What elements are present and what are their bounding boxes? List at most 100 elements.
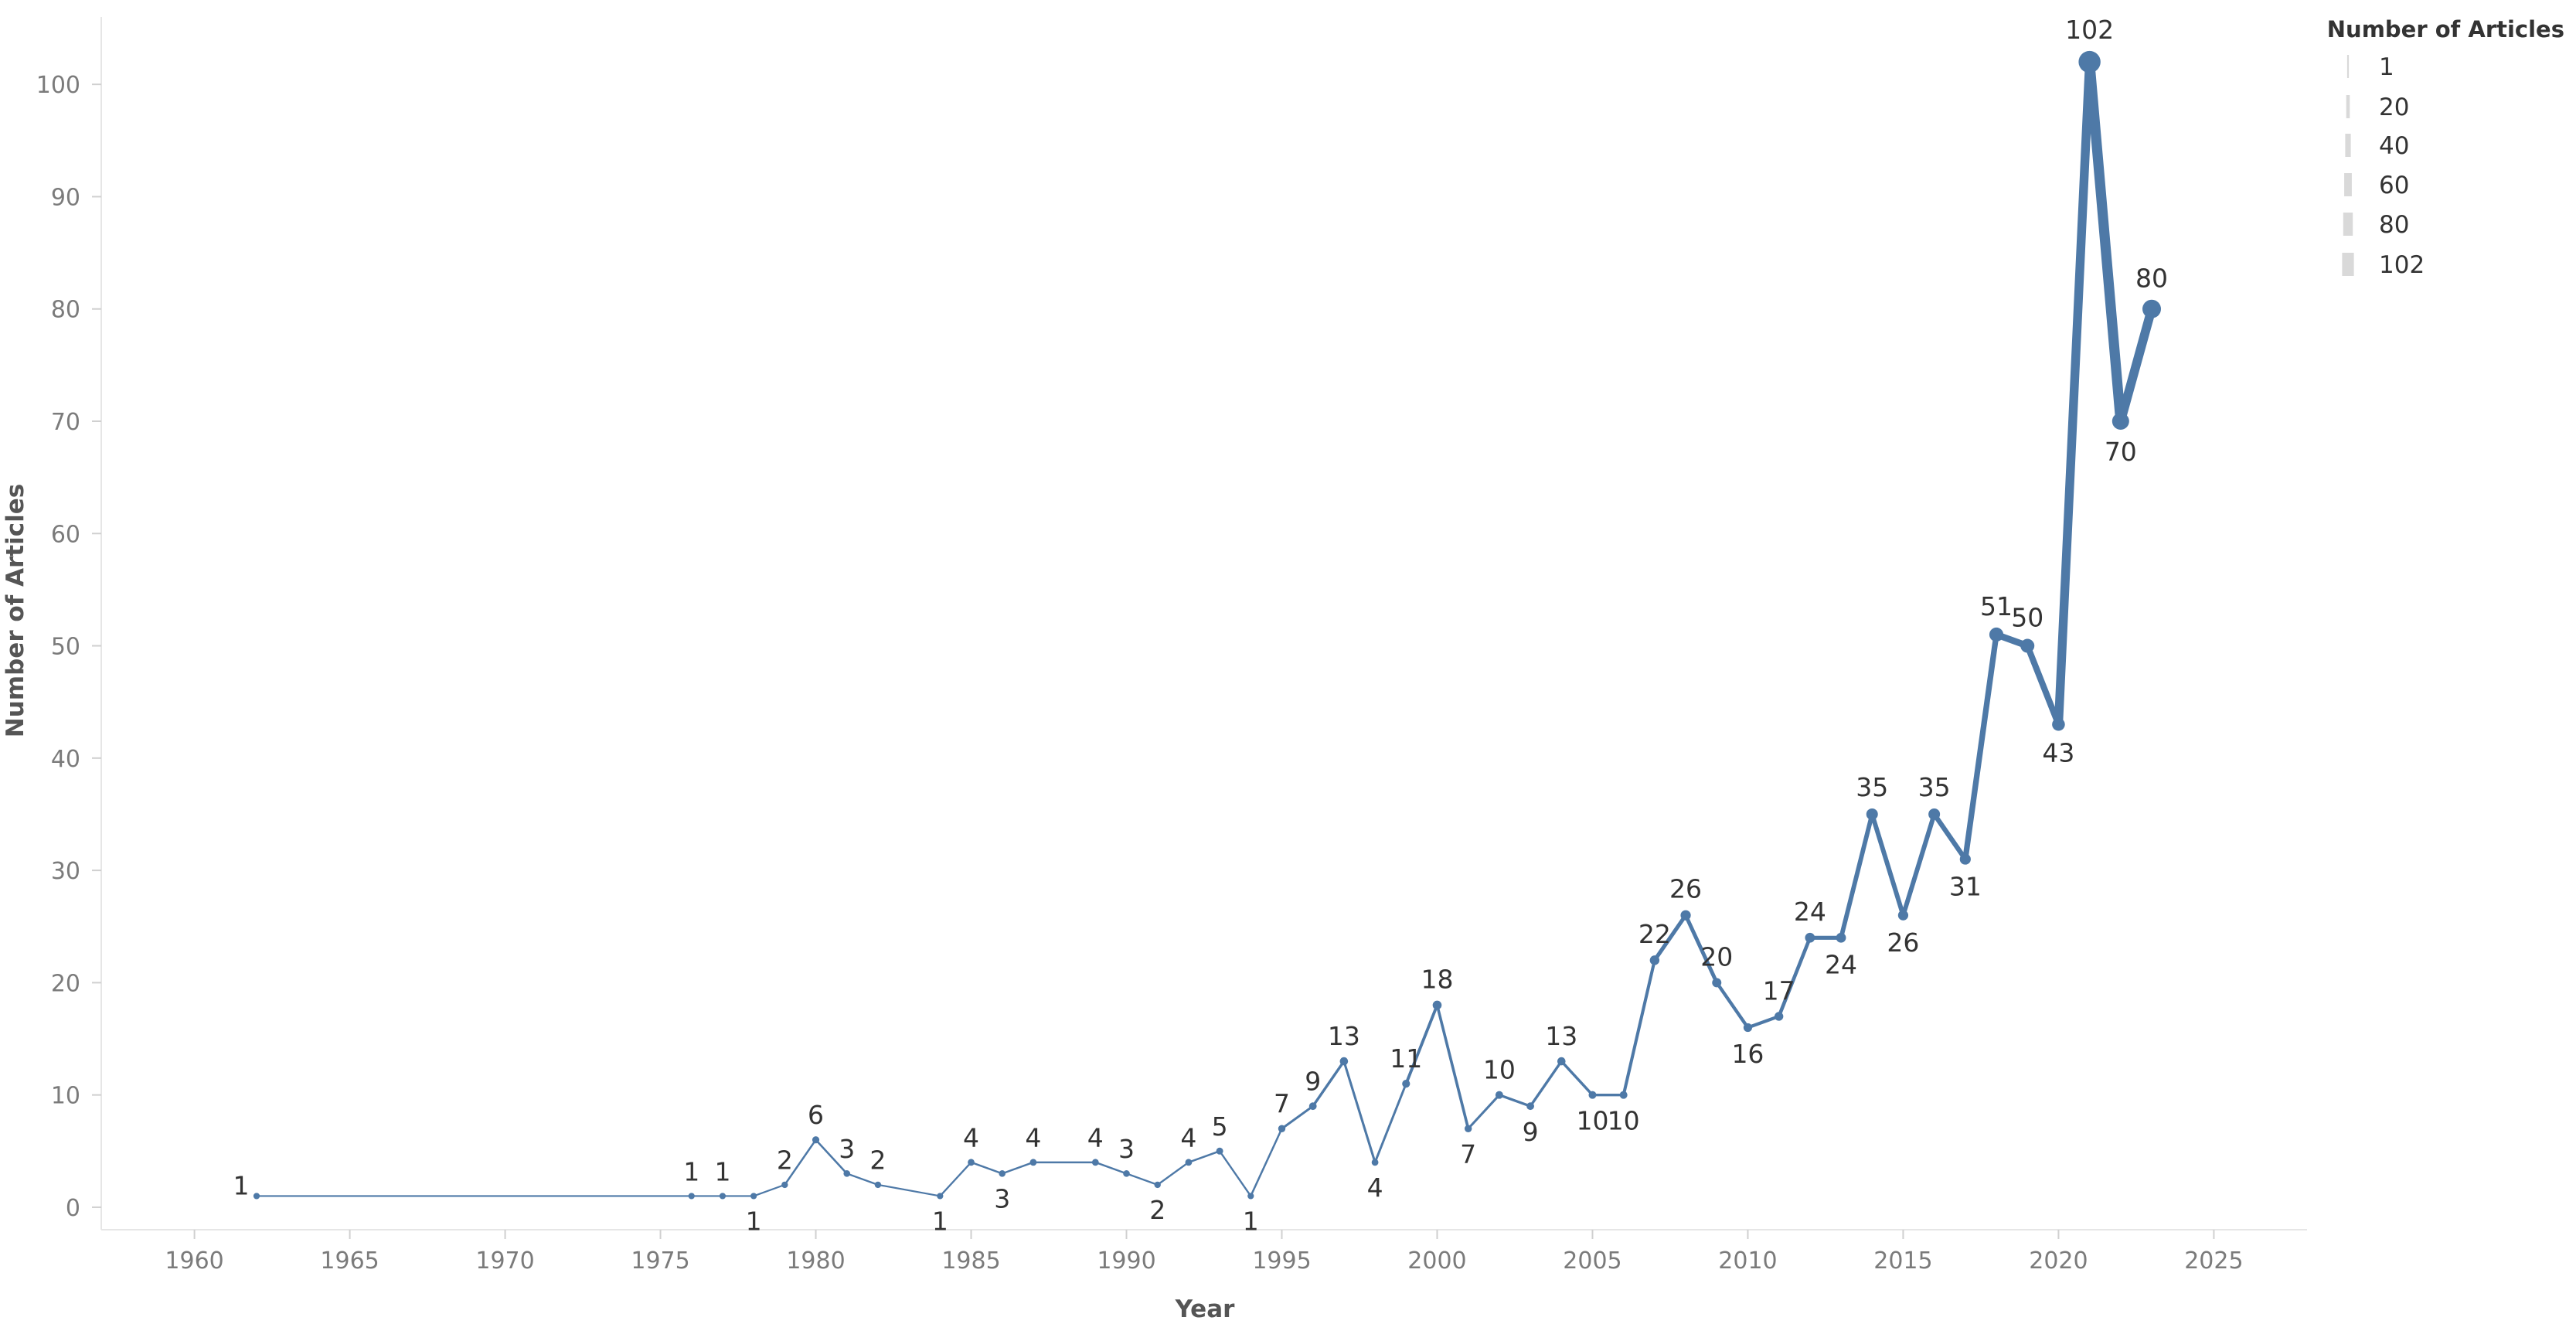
data-label: 2 [1149, 1195, 1165, 1225]
data-label: 1 [932, 1207, 948, 1237]
data-point [781, 1181, 788, 1189]
data-label: 24 [1794, 897, 1826, 927]
data-label: 10 [1608, 1106, 1640, 1136]
data-point [1339, 1057, 1349, 1066]
data-point [1526, 1102, 1534, 1111]
legend-size-swatch [2342, 253, 2354, 276]
data-label: 10 [1483, 1055, 1516, 1085]
x-tick-label: 2015 [1873, 1247, 1932, 1275]
data-point [1805, 932, 1815, 943]
line-segment [1156, 1161, 1190, 1186]
data-label: 24 [1825, 950, 1857, 980]
data-label: 35 [1856, 772, 1888, 802]
line-segment [1373, 1082, 1407, 1164]
y-tick-label: 90 [51, 184, 80, 211]
y-tick-label: 80 [51, 297, 80, 324]
legend-size-swatch [2345, 134, 2351, 157]
data-point [1216, 1147, 1223, 1155]
line-segment [1001, 1161, 1035, 1175]
line-segment [815, 1139, 849, 1175]
data-label: 26 [1887, 927, 1919, 958]
y-tick-label: 10 [51, 1083, 80, 1110]
data-point [1247, 1193, 1254, 1200]
data-point [999, 1170, 1006, 1177]
legend-item-label: 80 [2379, 211, 2409, 239]
y-tick-label: 40 [51, 746, 80, 773]
data-point [1123, 1170, 1130, 1177]
data-label: 102 [2065, 15, 2114, 45]
series-line [255, 56, 2156, 1197]
legend-item-label: 102 [2379, 251, 2425, 279]
y-axis-ticks: 0 10 20 30 40 50 60 70 80 90 100 [36, 72, 101, 1222]
data-label: 3 [994, 1184, 1010, 1214]
legend-item-label: 20 [2379, 94, 2409, 121]
data-point [968, 1159, 975, 1166]
data-label: 1 [683, 1156, 699, 1186]
data-label: 1 [1243, 1207, 1259, 1237]
legend-size-swatch [2346, 95, 2350, 118]
x-axis-title: Year [1175, 1295, 1236, 1323]
line-segment [1652, 913, 1688, 962]
line-segment [1621, 958, 1656, 1097]
x-tick-label: 1975 [631, 1247, 689, 1275]
x-tick-label: 1990 [1097, 1247, 1155, 1275]
line-segment [1280, 1104, 1315, 1130]
data-label: 26 [1669, 874, 1702, 904]
data-label: 1 [746, 1207, 762, 1237]
legend-size-swatch [2343, 213, 2353, 236]
x-tick-label: 1985 [941, 1247, 1000, 1275]
data-label: 4 [1367, 1173, 1383, 1203]
data-label: 80 [2135, 264, 2168, 294]
legend-item-label: 1 [2379, 53, 2394, 81]
data-point [2020, 638, 2035, 653]
legend-item-label: 60 [2379, 172, 2409, 199]
data-point [1185, 1159, 1193, 1166]
legend-title: Number of Articles [2327, 16, 2564, 43]
y-tick-label: 70 [51, 409, 80, 436]
x-tick-label: 1980 [786, 1247, 845, 1275]
data-point [812, 1136, 820, 1144]
data-label: 4 [1180, 1122, 1196, 1152]
line-segment [2024, 642, 2062, 728]
data-point [1154, 1181, 1161, 1189]
line-segment [1467, 1094, 1501, 1130]
data-point [1091, 1159, 1099, 1166]
data-point [1959, 853, 1971, 865]
data-label: 16 [1731, 1039, 1764, 1069]
y-tick-label: 30 [51, 858, 80, 885]
x-tick-label: 2000 [1407, 1247, 1466, 1275]
data-point [719, 1193, 727, 1200]
data-label: 4 [963, 1122, 979, 1152]
data-point [253, 1193, 260, 1200]
line-segment [1218, 1150, 1252, 1197]
data-point [843, 1170, 851, 1177]
y-tick-label: 60 [51, 521, 80, 548]
data-label: 43 [2042, 738, 2074, 768]
x-tick-label: 2005 [1563, 1247, 1621, 1275]
line-segment [939, 1161, 972, 1197]
data-point [1432, 1000, 1442, 1010]
y-tick-label: 0 [66, 1195, 80, 1222]
data-point [1371, 1159, 1379, 1166]
line-segment [1962, 631, 1999, 863]
line-segment [970, 1161, 1003, 1175]
y-tick-label: 50 [51, 634, 80, 661]
x-tick-label: 1970 [475, 1247, 534, 1275]
axes [100, 17, 2307, 1230]
data-label: 22 [1638, 919, 1671, 949]
data-point [1649, 955, 1660, 965]
line-segment [1435, 1003, 1470, 1131]
line-segment [1931, 812, 1968, 862]
line-segment [1094, 1161, 1128, 1175]
data-points [253, 50, 2162, 1200]
data-point [688, 1193, 695, 1200]
x-tick-label: 1965 [320, 1247, 379, 1275]
data-point [1712, 978, 1722, 988]
y-axis-title: Number of Articles [2, 484, 29, 737]
line-segment [1870, 812, 1906, 918]
line-segment [1683, 913, 1719, 985]
data-label: 13 [1328, 1021, 1360, 1051]
data-point [1897, 910, 1909, 921]
